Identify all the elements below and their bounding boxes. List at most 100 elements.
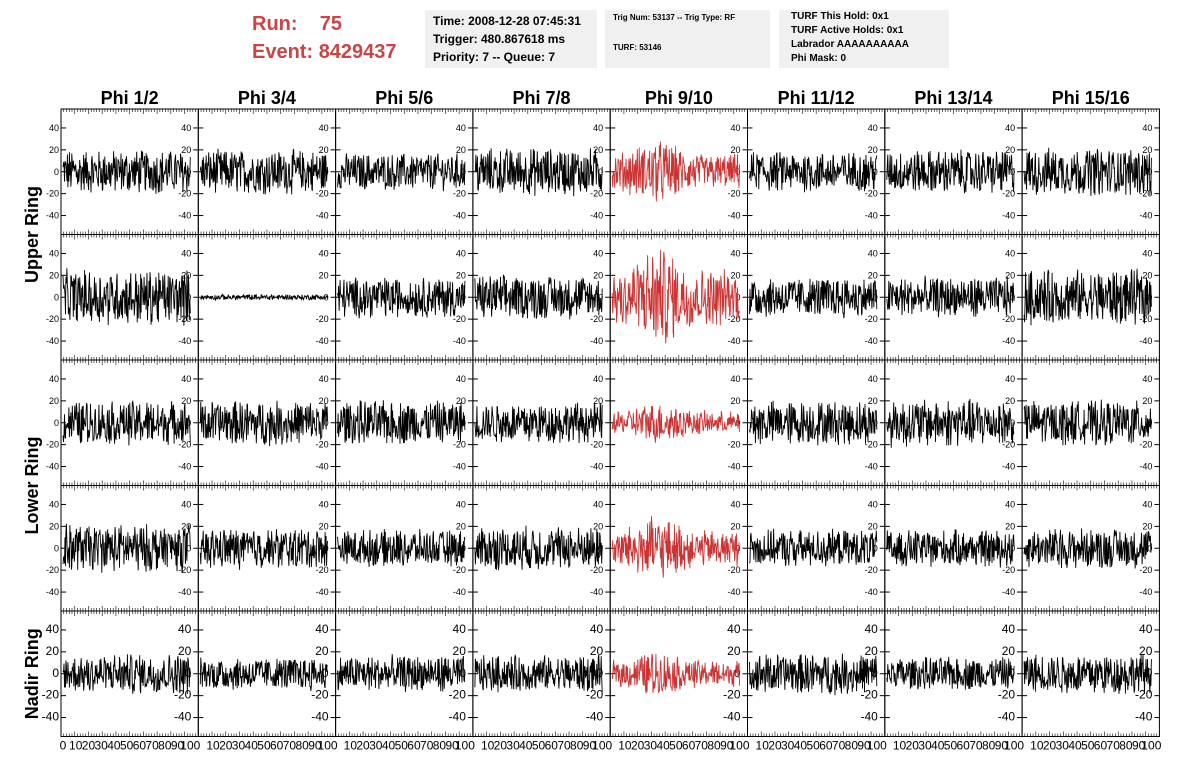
ytick-label: 20 xyxy=(730,396,740,406)
ytick-label: -40 xyxy=(1002,211,1015,221)
ytick-label-left: 20 xyxy=(49,270,59,280)
xtick-label: 40 xyxy=(245,739,259,753)
xtick-label: 90 xyxy=(308,739,322,753)
xtick-label: 40 xyxy=(519,739,533,753)
xtick-label: 100 xyxy=(318,739,338,753)
xtick-label: 40 xyxy=(1068,739,1082,753)
ytick-label-left: -40 xyxy=(42,710,60,724)
xtick-label: 20 xyxy=(631,739,645,753)
xtick-label: 60 xyxy=(957,739,971,753)
ytick-label: 0 xyxy=(1010,167,1015,177)
xtick-label: 20 xyxy=(356,739,370,753)
ytick-label: -20 xyxy=(178,314,191,324)
ytick-label: 0 xyxy=(735,543,740,553)
waveform-trace-r1-c7 xyxy=(886,149,1015,194)
ytick-label-left: -20 xyxy=(46,565,59,575)
ytick-label: 40 xyxy=(456,374,466,384)
ytick-label: -40 xyxy=(586,710,604,724)
time-info-box: Time: 2008-12-28 07:45:31 Trigger: 480.8… xyxy=(425,10,597,68)
ytick-label: -40 xyxy=(316,336,329,346)
xtick-label: 100 xyxy=(455,739,475,753)
xtick-label: 90 xyxy=(720,739,734,753)
ytick-label: 20 xyxy=(1005,396,1015,406)
ytick-label: -40 xyxy=(178,587,191,597)
column-label-7: Phi 13/14 xyxy=(914,88,992,108)
trigger-text: Trigger: 480.867618 ms xyxy=(433,32,566,46)
ytick-label: -40 xyxy=(727,587,740,597)
xtick-label: 50 xyxy=(669,739,683,753)
ytick-label-left: 20 xyxy=(46,644,60,658)
xtick-label: 100 xyxy=(180,739,200,753)
ytick-label: 0 xyxy=(1147,543,1152,553)
ytick-label: -20 xyxy=(865,189,878,199)
xtick-label: 80 xyxy=(158,739,172,753)
xtick-label: 40 xyxy=(794,739,808,753)
ytick-label: 40 xyxy=(319,499,329,509)
waveform-trace-r3-c4 xyxy=(474,402,603,444)
ytick-label: -20 xyxy=(449,688,467,702)
xtick-label: 50 xyxy=(806,739,820,753)
ytick-label: 40 xyxy=(727,622,741,636)
xtick-label: 30 xyxy=(369,739,383,753)
waveform-trace-r5-c2 xyxy=(199,657,328,691)
column-label-4: Phi 7/8 xyxy=(513,88,571,108)
waveform-trace-r5-c7 xyxy=(886,656,1015,690)
xtick-label: 70 xyxy=(969,739,983,753)
ytick-label: 20 xyxy=(1005,521,1015,531)
ytick-label: -20 xyxy=(1002,440,1015,450)
ytick-label: -40 xyxy=(1135,710,1153,724)
ytick-label: 20 xyxy=(1005,145,1015,155)
ytick-label: 40 xyxy=(730,123,740,133)
ytick-label: 20 xyxy=(868,270,878,280)
ytick-label: -40 xyxy=(723,710,741,724)
ytick-label: 20 xyxy=(456,145,466,155)
xtick-label: 10 xyxy=(756,739,770,753)
xtick-label: 80 xyxy=(570,739,584,753)
ytick-label: -20 xyxy=(453,440,466,450)
ytick-label: 0 xyxy=(186,418,191,428)
ytick-label: 0 xyxy=(1008,666,1015,680)
ytick-label: 40 xyxy=(593,499,603,509)
ytick-label: -20 xyxy=(453,565,466,575)
ytick-label: 20 xyxy=(730,145,740,155)
xtick-label: 50 xyxy=(1081,739,1095,753)
ytick-label: 20 xyxy=(453,644,467,658)
ytick-label: 20 xyxy=(1139,644,1153,658)
xtick-label: 70 xyxy=(145,739,159,753)
waveform-trace-r2-c5 xyxy=(611,249,740,344)
ytick-label: -40 xyxy=(865,587,878,597)
waveform-trace-r2-c7 xyxy=(886,275,1015,318)
column-label-1: Phi 1/2 xyxy=(101,88,159,108)
column-label-5: Phi 9/10 xyxy=(645,88,713,108)
xtick-label: 10 xyxy=(69,739,83,753)
ytick-label: -40 xyxy=(453,336,466,346)
ytick-label: -40 xyxy=(860,710,878,724)
ytick-label-left: 20 xyxy=(49,521,59,531)
waveform-trace-r2-c8 xyxy=(1023,268,1152,326)
ytick-label: 20 xyxy=(868,521,878,531)
ytick-label: 40 xyxy=(181,374,191,384)
priority-text: Priority: 7 -- Queue: 7 xyxy=(433,50,556,64)
ytick-label: -20 xyxy=(453,314,466,324)
waveform-trace-r1-c8 xyxy=(1023,147,1152,196)
ytick-label: 20 xyxy=(1005,270,1015,280)
waveform-trace-r1-c1 xyxy=(62,150,191,194)
xtick-label: 30 xyxy=(95,739,109,753)
ytick-label: -40 xyxy=(590,587,603,597)
ytick-label: 40 xyxy=(864,622,878,636)
ytick-label: 20 xyxy=(319,521,329,531)
xtick-label: 100 xyxy=(1141,739,1161,753)
ytick-label-left: -20 xyxy=(42,688,60,702)
run-event-box: Run: 75 Event: 8429437 xyxy=(252,10,417,66)
ytick-label: 40 xyxy=(593,248,603,258)
ytick-label: 40 xyxy=(319,248,329,258)
xtick-label: 30 xyxy=(506,739,520,753)
waveform-trace-r5-c5 xyxy=(611,653,740,694)
ytick-label: 0 xyxy=(185,666,192,680)
xtick-label: 60 xyxy=(133,739,147,753)
xtick-label: 20 xyxy=(906,739,920,753)
waveform-trace-r4-c4 xyxy=(474,525,603,571)
ytick-label: -20 xyxy=(590,314,603,324)
ytick-label: 20 xyxy=(593,145,603,155)
ytick-label: 40 xyxy=(1005,248,1015,258)
